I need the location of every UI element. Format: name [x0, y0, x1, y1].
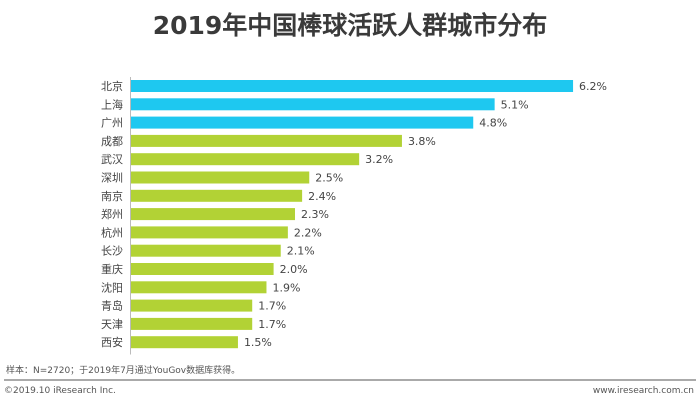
- bar: [131, 116, 474, 129]
- footer-divider: [4, 379, 696, 381]
- value-label: 6.2%: [579, 80, 607, 93]
- category-label: 武汉: [101, 153, 123, 166]
- bar: [131, 226, 288, 239]
- category-label: 深圳: [101, 172, 123, 185]
- category-label: 广州: [101, 117, 123, 130]
- category-label: 天津: [101, 318, 123, 331]
- value-label: 5.1%: [501, 98, 529, 111]
- category-label: 上海: [101, 97, 123, 111]
- bar: [131, 299, 253, 312]
- value-label: 2.1%: [287, 245, 315, 258]
- chart-title: 2019年中国棒球活跃人群城市分布: [152, 11, 548, 40]
- value-label: 2.4%: [308, 190, 336, 203]
- value-label: 2.0%: [280, 263, 308, 276]
- copyright: ©2019.10 iResearch Inc.: [4, 386, 116, 396]
- value-label: 1.9%: [272, 281, 300, 294]
- bar: [131, 263, 274, 275]
- bar: [131, 134, 402, 147]
- bar: [131, 153, 360, 166]
- value-label: 2.5%: [315, 172, 343, 185]
- bar: [131, 208, 295, 221]
- bar: [131, 244, 281, 257]
- value-label: 3.8%: [408, 135, 436, 148]
- category-label: 西安: [101, 335, 123, 349]
- bar: [131, 189, 303, 202]
- website-link[interactable]: www.iresearch.com.cn: [592, 386, 694, 396]
- category-label: 北京: [101, 79, 123, 93]
- category-label: 南京: [101, 189, 123, 203]
- bar: [131, 281, 267, 294]
- category-label: 杭州: [101, 225, 123, 239]
- value-label: 1.5%: [244, 336, 272, 349]
- bar: [131, 317, 253, 330]
- value-label: 3.2%: [365, 153, 393, 166]
- category-label: 长沙: [101, 245, 123, 258]
- category-label: 沈阳: [101, 280, 123, 294]
- bar: [131, 80, 574, 92]
- bar: [131, 336, 238, 349]
- bar: [131, 98, 495, 111]
- value-label: 4.8%: [479, 117, 507, 130]
- bar: [131, 171, 310, 184]
- value-label: 2.2%: [294, 226, 322, 239]
- category-label: 成都: [101, 135, 123, 148]
- value-label: 1.7%: [258, 300, 286, 313]
- category-label: 郑州: [101, 207, 123, 221]
- category-label: 青岛: [101, 299, 123, 313]
- value-label: 1.7%: [258, 318, 286, 331]
- sample-note: 样本：N=2720；于2019年7月通过YouGov数据库获得。: [6, 366, 241, 376]
- value-label: 2.3%: [301, 208, 329, 221]
- category-label: 重庆: [101, 262, 123, 276]
